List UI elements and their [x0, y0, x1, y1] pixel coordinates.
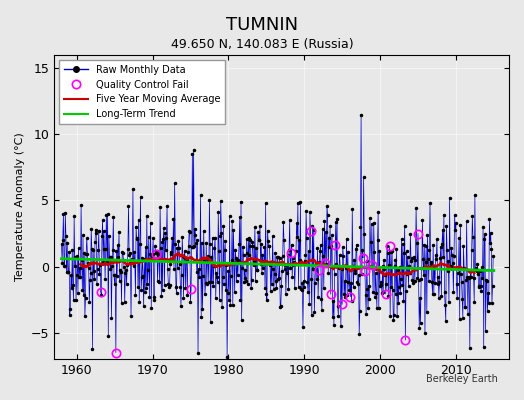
Text: TUMNIN: TUMNIN [226, 16, 298, 34]
Legend: Raw Monthly Data, Quality Control Fail, Five Year Moving Average, Long-Term Tren: Raw Monthly Data, Quality Control Fail, … [59, 60, 225, 124]
Text: 49.650 N, 140.083 E (Russia): 49.650 N, 140.083 E (Russia) [171, 38, 353, 51]
Y-axis label: Temperature Anomaly (°C): Temperature Anomaly (°C) [15, 133, 25, 282]
Text: Berkeley Earth: Berkeley Earth [426, 374, 498, 384]
